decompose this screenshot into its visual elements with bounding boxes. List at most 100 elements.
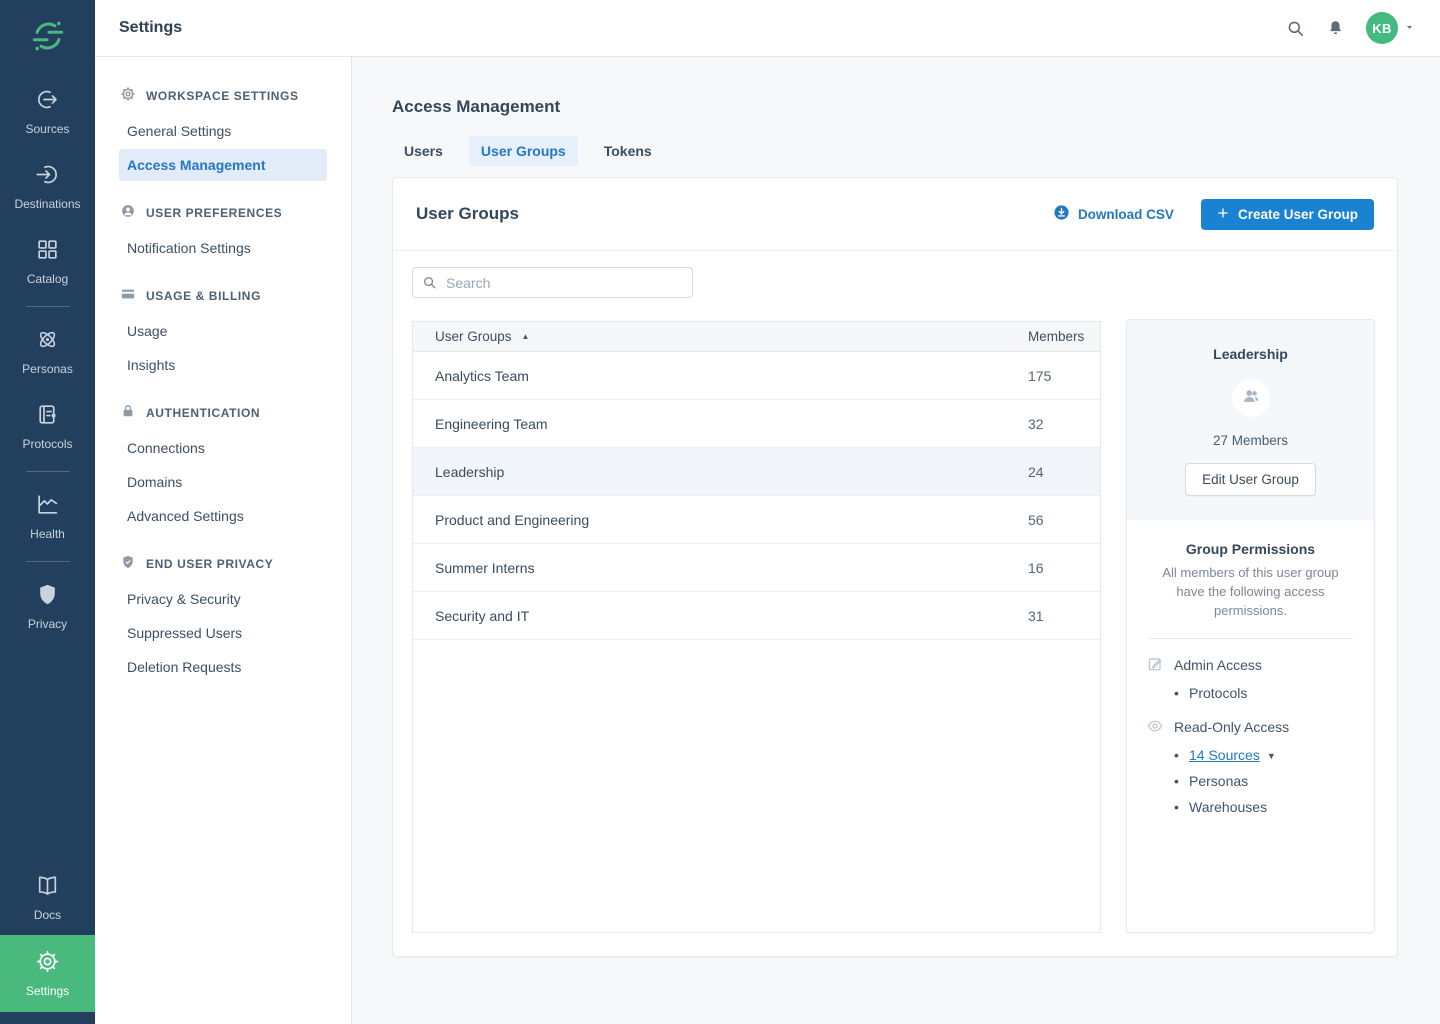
sidebar-item-destinations[interactable]: Destinations (0, 149, 95, 224)
nav-item-privacy-security[interactable]: Privacy & Security (119, 583, 327, 615)
table-row[interactable]: Security and IT 31 (413, 592, 1100, 640)
credit-card-icon (121, 287, 135, 304)
permissions-subtitle: All members of this user group have the … (1147, 564, 1354, 621)
search-icon (422, 275, 437, 290)
table-row[interactable]: Engineering Team 32 (413, 400, 1100, 448)
sidebar-divider (26, 561, 70, 562)
search-box (412, 267, 693, 298)
column-header-members[interactable]: Members (1028, 329, 1100, 344)
lock-icon (121, 404, 135, 421)
nav-item-general-settings[interactable]: General Settings (119, 115, 327, 147)
app-window: Sources Destinations Catalog (0, 0, 1440, 1024)
nav-item-notification-settings[interactable]: Notification Settings (119, 232, 327, 264)
user-groups-card: User Groups Download CSV (392, 177, 1398, 957)
sort-ascending-icon[interactable]: ▲ (522, 332, 530, 341)
sidebar-item-docs[interactable]: Docs (0, 860, 95, 935)
sources-expand-link[interactable]: 14 Sources (1189, 747, 1260, 763)
group-name: Leadership (1143, 346, 1358, 362)
sidebar-item-sources[interactable]: Sources (0, 74, 95, 149)
tab-tokens[interactable]: Tokens (592, 136, 664, 166)
health-chart-icon (35, 492, 60, 520)
member-count: 27 Members (1143, 433, 1358, 448)
sidebar-divider (26, 306, 70, 307)
plus-icon (1217, 207, 1229, 222)
section-header-end-user-privacy: End User Privacy (95, 547, 351, 581)
column-header-user-groups[interactable]: User Groups ▲ (413, 329, 1028, 344)
read-only-access-label: Read-Only Access (1147, 718, 1354, 737)
tab-users[interactable]: Users (392, 136, 455, 166)
nav-item-advanced-settings[interactable]: Advanced Settings (119, 500, 327, 532)
sidebar-item-personas[interactable]: Personas (0, 314, 95, 389)
nav-item-insights[interactable]: Insights (119, 349, 327, 381)
eye-icon (1147, 718, 1163, 737)
search-input[interactable] (412, 267, 693, 298)
destinations-icon (35, 162, 60, 190)
nav-item-usage[interactable]: Usage (119, 315, 327, 347)
table-row-selected[interactable]: Leadership 24 (413, 448, 1100, 496)
nav-item-access-management[interactable]: Access Management (119, 149, 327, 181)
user-groups-table: User Groups ▲ Members Analytics Team 175 (412, 321, 1101, 933)
segment-logo-icon[interactable] (30, 18, 66, 54)
section-header-usage-billing: Usage & Billing (95, 279, 351, 313)
privacy-shield-icon (35, 582, 60, 610)
nav-item-deletion-requests[interactable]: Deletion Requests (119, 651, 327, 683)
section-header-authentication: Authentication (95, 396, 351, 430)
group-detail-panel: Leadership (1126, 319, 1375, 933)
sidebar-item-label: Protocols (22, 437, 72, 451)
sidebar-item-catalog[interactable]: Catalog (0, 224, 95, 299)
primary-sidebar: Sources Destinations Catalog (0, 0, 95, 1024)
sidebar-item-privacy[interactable]: Privacy (0, 569, 95, 644)
create-user-group-button[interactable]: Create User Group (1201, 199, 1374, 230)
read-only-access-list: 14 Sources ▼ Personas Warehouses (1147, 747, 1354, 815)
table-row[interactable]: Product and Engineering 56 (413, 496, 1100, 544)
tab-user-groups[interactable]: User Groups (469, 136, 578, 166)
nav-item-connections[interactable]: Connections (119, 432, 327, 464)
sidebar-item-label: Health (30, 527, 65, 541)
table-header: User Groups ▲ Members (413, 322, 1100, 352)
sidebar-item-label: Destinations (14, 197, 80, 211)
topbar-title: Settings (119, 19, 182, 37)
people-icon (1241, 386, 1261, 411)
permissions-title: Group Permissions (1147, 541, 1354, 557)
user-circle-icon (121, 204, 135, 221)
download-csv-button[interactable]: Download CSV (1053, 204, 1174, 224)
settings-nav-sidebar: Workspace Settings General Settings Acce… (95, 57, 352, 1024)
sidebar-divider (26, 471, 70, 472)
gear-icon (121, 87, 135, 104)
main-content: Access Management Users User Groups Toke… (352, 57, 1440, 1024)
permission-item: Warehouses (1189, 799, 1354, 815)
sidebar-item-protocols[interactable]: Protocols (0, 389, 95, 464)
table-row[interactable]: Analytics Team 175 (413, 352, 1100, 400)
page-title: Access Management (392, 97, 1398, 117)
divider (1148, 638, 1353, 639)
sidebar-item-health[interactable]: Health (0, 479, 95, 554)
sidebar-item-label: Catalog (27, 272, 68, 286)
nav-item-domains[interactable]: Domains (119, 466, 327, 498)
edit-square-icon (1147, 656, 1163, 675)
protocols-icon (35, 402, 60, 430)
catalog-grid-icon (35, 237, 60, 265)
topbar: Settings KB (95, 0, 1440, 57)
account-menu[interactable]: KB (1366, 12, 1414, 44)
admin-access-list: Protocols (1147, 685, 1354, 701)
search-icon[interactable] (1286, 19, 1305, 38)
personas-icon (35, 327, 60, 355)
edit-user-group-button[interactable]: Edit User Group (1185, 463, 1316, 496)
group-permissions: Group Permissions All members of this us… (1127, 520, 1374, 836)
permission-item: 14 Sources ▼ (1189, 747, 1354, 763)
section-header-workspace-settings: Workspace Settings (95, 79, 351, 113)
admin-access-label: Admin Access (1147, 656, 1354, 675)
table-row[interactable]: Summer Interns 16 (413, 544, 1100, 592)
section-header-user-preferences: User Preferences (95, 196, 351, 230)
avatar[interactable]: KB (1366, 12, 1398, 44)
chevron-down-icon[interactable]: ▼ (1267, 751, 1276, 761)
sidebar-item-settings[interactable]: Settings (0, 935, 95, 1012)
nav-item-suppressed-users[interactable]: Suppressed Users (119, 617, 327, 649)
sidebar-item-label: Personas (22, 362, 73, 376)
group-avatar (1232, 379, 1270, 417)
card-title: User Groups (416, 204, 1053, 224)
permission-item: Personas (1189, 773, 1354, 789)
sources-icon (35, 87, 60, 115)
download-circle-icon (1053, 204, 1070, 224)
notifications-bell-icon[interactable] (1326, 19, 1345, 38)
